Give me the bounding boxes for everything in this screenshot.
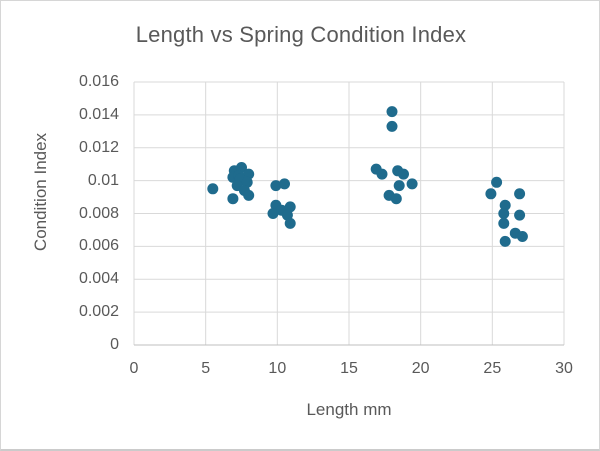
data-point[interactable]	[514, 209, 526, 221]
data-point[interactable]	[499, 199, 511, 211]
data-point[interactable]	[281, 209, 293, 221]
x-axis-tick-label: 20	[411, 360, 430, 377]
x-axis-tick-label: 15	[340, 360, 358, 377]
data-point[interactable]	[516, 231, 528, 242]
chart-title: Length vs Spring Condition Index	[135, 22, 467, 47]
data-point[interactable]	[485, 188, 497, 200]
data-point[interactable]	[376, 168, 388, 180]
data-point[interactable]	[243, 168, 255, 180]
y-axis-tick-label: 0.004	[78, 270, 119, 288]
data-point[interactable]	[386, 106, 398, 118]
y-axis-tick-label: 0	[110, 336, 119, 353]
data-point[interactable]	[514, 188, 526, 200]
data-point[interactable]	[243, 189, 255, 201]
data-point[interactable]	[398, 168, 409, 180]
x-axis-tick-label: 5	[201, 360, 211, 377]
data-point[interactable]	[499, 235, 511, 247]
y-axis-tick-label: 0.008	[78, 204, 119, 222]
data-point[interactable]	[279, 178, 290, 190]
y-axis-tick-label: 0.01	[87, 171, 119, 189]
y-axis-tick-label: 0.012	[78, 138, 119, 156]
data-point[interactable]	[406, 178, 418, 190]
x-axis-tick-label: 10	[268, 360, 287, 377]
y-axis-tick-label: 0.016	[78, 73, 119, 90]
data-point[interactable]	[498, 208, 510, 219]
y-axis-tick-label: 0.002	[78, 303, 119, 321]
data-point[interactable]	[267, 208, 279, 219]
x-axis-tick-label: 30	[555, 360, 573, 377]
x-axis-title: Length mm	[306, 400, 392, 419]
y-axis-tick-label: 0.014	[78, 105, 119, 123]
x-axis-tick-label: 25	[483, 360, 502, 377]
y-axis-tick-label: 0.006	[78, 237, 119, 255]
y-axis-title: Condition Index	[31, 132, 50, 252]
data-point[interactable]	[491, 176, 503, 188]
data-point[interactable]	[393, 180, 405, 192]
data-point[interactable]	[284, 217, 296, 229]
data-point[interactable]	[207, 183, 219, 195]
x-axis-tick-label: 0	[129, 360, 139, 377]
data-point[interactable]	[227, 193, 239, 205]
data-point[interactable]	[498, 217, 510, 229]
data-point[interactable]	[386, 120, 398, 132]
data-point[interactable]	[270, 180, 282, 192]
data-point[interactable]	[390, 193, 402, 205]
